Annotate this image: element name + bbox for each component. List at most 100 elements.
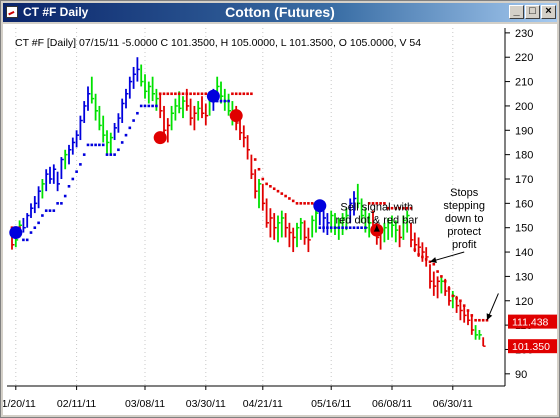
stop-dot: [238, 92, 242, 96]
stop-dot: [86, 143, 90, 147]
buy-signal-dot: [313, 199, 327, 213]
stop-dot: [101, 143, 105, 147]
y-tick-label: 90: [515, 369, 527, 381]
stop-dot: [394, 206, 398, 210]
stop-dot: [390, 206, 394, 210]
stop-dot: [75, 170, 78, 173]
price-tag: [508, 339, 557, 354]
stop-dot: [307, 202, 310, 205]
stop-dot: [421, 255, 424, 259]
y-tick-label: 190: [515, 125, 533, 137]
chart-app-icon: [6, 6, 18, 18]
stop-dot: [364, 226, 367, 230]
chart-area[interactable]: Sell signal with red dot & red bar Stops st…: [3, 24, 557, 415]
stop-dot: [41, 214, 44, 217]
y-tick-label: 170: [515, 174, 533, 186]
stop-dot: [295, 202, 299, 205]
plot-background[interactable]: [7, 28, 505, 386]
stop-dot: [360, 226, 363, 230]
stop-dot: [280, 192, 284, 195]
stop-dot: [276, 189, 280, 193]
buy-signal-dot: [206, 89, 220, 103]
stop-dot: [219, 99, 223, 103]
stop-dot: [109, 153, 113, 156]
stop-dot: [90, 143, 94, 147]
stop-dot: [402, 206, 405, 210]
x-tick-label: 02/11/11: [57, 398, 96, 410]
stop-dot: [139, 104, 143, 108]
sell-signal-dot: [153, 131, 167, 145]
stop-dot: [265, 182, 268, 186]
y-tick-label: 200: [515, 101, 533, 113]
stop-dot: [223, 99, 227, 103]
stop-dot: [147, 104, 151, 108]
stop-dot: [227, 99, 230, 103]
annotation-arrowhead: [486, 313, 493, 321]
maximize-button[interactable]: □: [525, 5, 540, 19]
stop-dot: [478, 318, 481, 322]
stop-dot: [440, 275, 443, 278]
stop-dot: [204, 92, 208, 96]
stop-dot: [200, 92, 204, 96]
stop-dot: [345, 226, 348, 230]
annotation-arrowhead: [430, 257, 437, 263]
stop-dot: [189, 92, 192, 96]
price-tag: [508, 314, 557, 329]
stop-dot: [303, 202, 306, 205]
stop-dot: [341, 226, 344, 230]
stop-dot: [177, 92, 181, 96]
x-tick-label: 06/30/11: [433, 398, 473, 410]
stop-dot: [250, 92, 253, 96]
stop-dot: [257, 167, 261, 171]
stop-dot: [291, 199, 295, 203]
stop-dot: [196, 92, 200, 96]
stop-dot: [181, 92, 185, 96]
x-tick-label: 01/20/11: [3, 398, 36, 410]
stop-dot: [299, 202, 303, 205]
stop-dot: [318, 226, 322, 230]
stop-dot: [185, 92, 189, 96]
stop-dot: [375, 202, 379, 205]
stop-dot: [60, 202, 63, 205]
chart-info-line: CT #F [Daily] 07/15/11 -5.0000 C 101.350…: [15, 37, 421, 49]
stop-dot: [436, 270, 439, 273]
stop-dot: [143, 104, 147, 108]
stop-dot: [120, 141, 124, 144]
stop-dot: [455, 297, 458, 300]
stop-dot: [348, 226, 352, 230]
stop-dot: [98, 143, 101, 147]
stop-dot: [124, 133, 128, 137]
stop-dot: [166, 92, 170, 96]
stop-dot: [379, 202, 382, 205]
annotation-text: stepping: [443, 200, 485, 212]
stop-dot: [333, 226, 337, 230]
stop-dot: [459, 299, 462, 303]
stop-dot: [417, 253, 420, 256]
close-button[interactable]: ×: [541, 5, 556, 19]
stop-dot: [242, 92, 246, 96]
y-tick-label: 150: [515, 223, 533, 235]
stop-dot: [398, 206, 401, 210]
stop-dot: [155, 104, 158, 108]
title-bar[interactable]: CT #F Daily Cotton (Futures) _ □ ×: [3, 3, 557, 22]
stop-dot: [405, 206, 409, 210]
stop-dot: [56, 202, 59, 205]
stop-dot: [383, 202, 386, 205]
minimize-button[interactable]: _: [509, 5, 524, 19]
annotation-text: down to: [445, 213, 484, 225]
stop-dot: [174, 92, 177, 96]
stop-dot: [71, 177, 75, 181]
stop-dot: [481, 318, 485, 322]
stop-dot: [413, 248, 417, 251]
annotation-text: Sell signal with: [340, 202, 413, 214]
stop-dot: [443, 279, 447, 283]
y-tick-label: 180: [515, 150, 533, 162]
stop-dot: [246, 92, 249, 96]
stop-dot: [466, 309, 470, 312]
y-tick-label: 230: [515, 28, 533, 40]
stop-dot: [288, 197, 291, 200]
stop-dot: [162, 92, 166, 96]
stop-dot: [234, 92, 238, 96]
stop-dot: [432, 262, 436, 266]
